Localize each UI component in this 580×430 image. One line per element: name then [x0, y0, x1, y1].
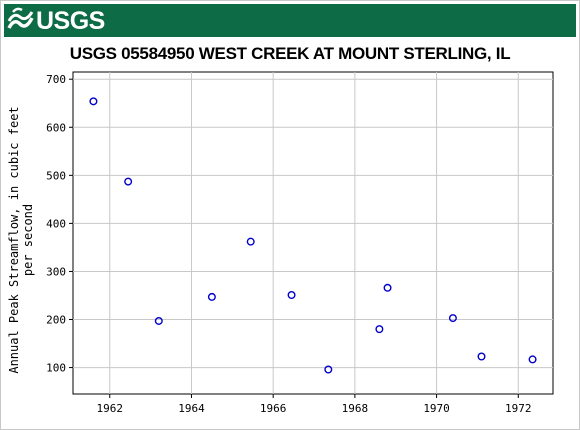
y-tick-label: 100 [46, 362, 66, 375]
data-point [324, 365, 333, 374]
y-tick-label: 600 [46, 121, 66, 134]
y-axis-label-line-2: per second [21, 204, 35, 276]
y-tick-label: 200 [46, 314, 66, 327]
grid-lines [73, 72, 553, 394]
data-point [528, 355, 537, 364]
y-tick-label: 500 [46, 169, 66, 182]
data-point [124, 177, 133, 186]
data-point [375, 325, 384, 334]
plot-area [72, 71, 554, 395]
data-point [287, 290, 296, 299]
x-tick-label: 1962 [97, 402, 124, 415]
y-axis: 100 200 300 400 500 600 700 [46, 73, 73, 375]
chart-title: USGS 05584950 WEST CREEK AT MOUNT STERLI… [69, 44, 511, 63]
data-point [154, 316, 163, 325]
usgs-logo[interactable]: USGS [4, 4, 114, 37]
y-axis-label-line-1: Annual Peak Streamflow, in cubic feet [7, 106, 21, 373]
y-tick-label: 400 [46, 217, 66, 230]
data-point [448, 314, 457, 323]
y-tick-label: 300 [46, 265, 66, 278]
x-tick-label: 1966 [260, 402, 287, 415]
x-tick-label: 1964 [178, 402, 205, 415]
data-points [89, 97, 537, 374]
usgs-banner: USGS [4, 4, 576, 37]
x-axis: 1962 1964 1966 1968 1970 1972 [97, 394, 532, 415]
data-point [207, 292, 216, 301]
usgs-logo-text: USGS [36, 7, 105, 35]
data-point [246, 237, 255, 246]
y-tick-label: 700 [46, 73, 66, 86]
data-point [383, 283, 392, 292]
data-point [477, 352, 486, 361]
x-tick-label: 1968 [342, 402, 369, 415]
x-tick-label: 1970 [423, 402, 450, 415]
data-point [89, 97, 98, 106]
usgs-wave-icon [7, 7, 34, 29]
x-tick-label: 1972 [505, 402, 532, 415]
